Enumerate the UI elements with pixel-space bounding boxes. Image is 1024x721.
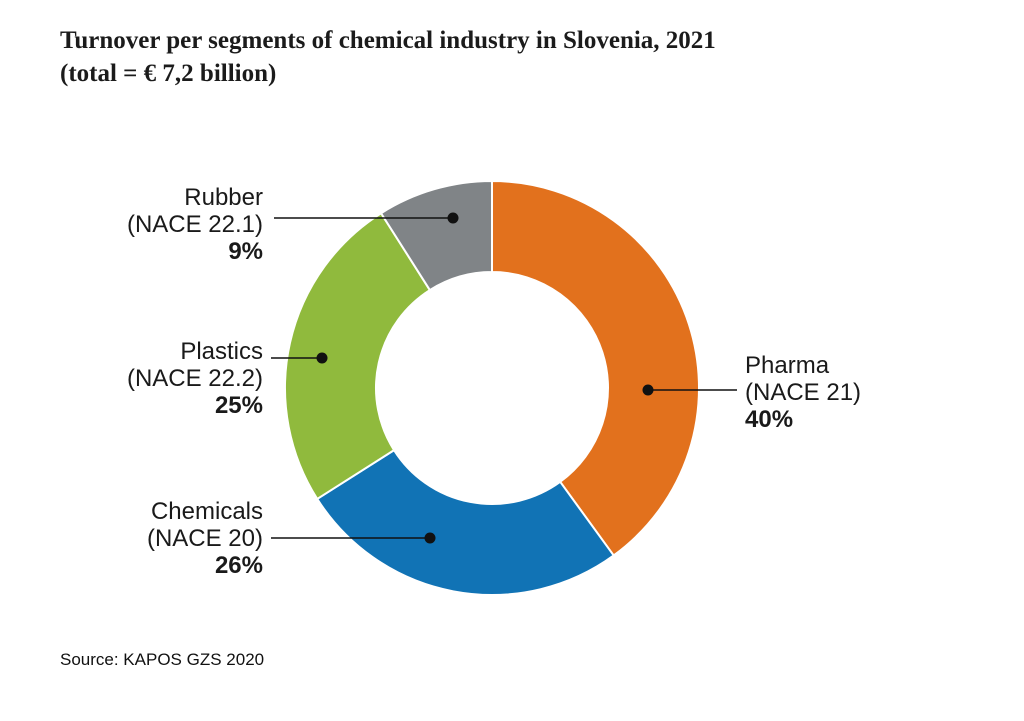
segment-name: Chemicals bbox=[150, 498, 263, 525]
chart-title: Turnover per segments of chemical indust… bbox=[60, 24, 716, 90]
pie-segment-chemicals bbox=[315, 448, 616, 596]
segment-code: (NACE 20) bbox=[146, 525, 263, 552]
leader-dot-rubber bbox=[447, 212, 459, 224]
segment-pct: 26% bbox=[214, 552, 263, 579]
source-note: Source: KAPOS GZS 2020 bbox=[60, 650, 265, 669]
label-pharma: Pharma (NACE 21) 40% bbox=[745, 352, 861, 433]
pie-segment-rubber bbox=[379, 179, 493, 292]
segment-code: (NACE 21) bbox=[745, 379, 862, 406]
label-rubber: Rubber (NACE 22.1) 9% bbox=[127, 184, 263, 265]
label-chemicals: Chemicals (NACE 20) 26% bbox=[147, 498, 263, 579]
segment-code: (NACE 22.2) bbox=[126, 365, 263, 392]
label-plastics: Plastics (NACE 22.2) 25% bbox=[127, 338, 263, 419]
leader-dot-chemicals bbox=[424, 532, 436, 544]
segment-name: Pharma bbox=[745, 352, 830, 379]
leader-dot-plastics bbox=[316, 352, 328, 364]
segment-pct: 25% bbox=[214, 392, 263, 419]
chart-title-line2: (total = € 7,2 billion) bbox=[60, 60, 277, 87]
pie-segment-pharma bbox=[491, 179, 700, 557]
segment-code: (NACE 22.1) bbox=[126, 211, 263, 238]
segment-name: Plastics bbox=[180, 338, 263, 365]
chart-title-line1: Turnover per segments of chemical indust… bbox=[60, 27, 716, 54]
leader-dot-pharma bbox=[642, 384, 654, 396]
segment-pct: 9% bbox=[228, 238, 263, 265]
pie-segment-plastics bbox=[284, 211, 432, 501]
segment-pct: 40% bbox=[745, 406, 794, 433]
segment-name: Rubber bbox=[184, 184, 263, 211]
